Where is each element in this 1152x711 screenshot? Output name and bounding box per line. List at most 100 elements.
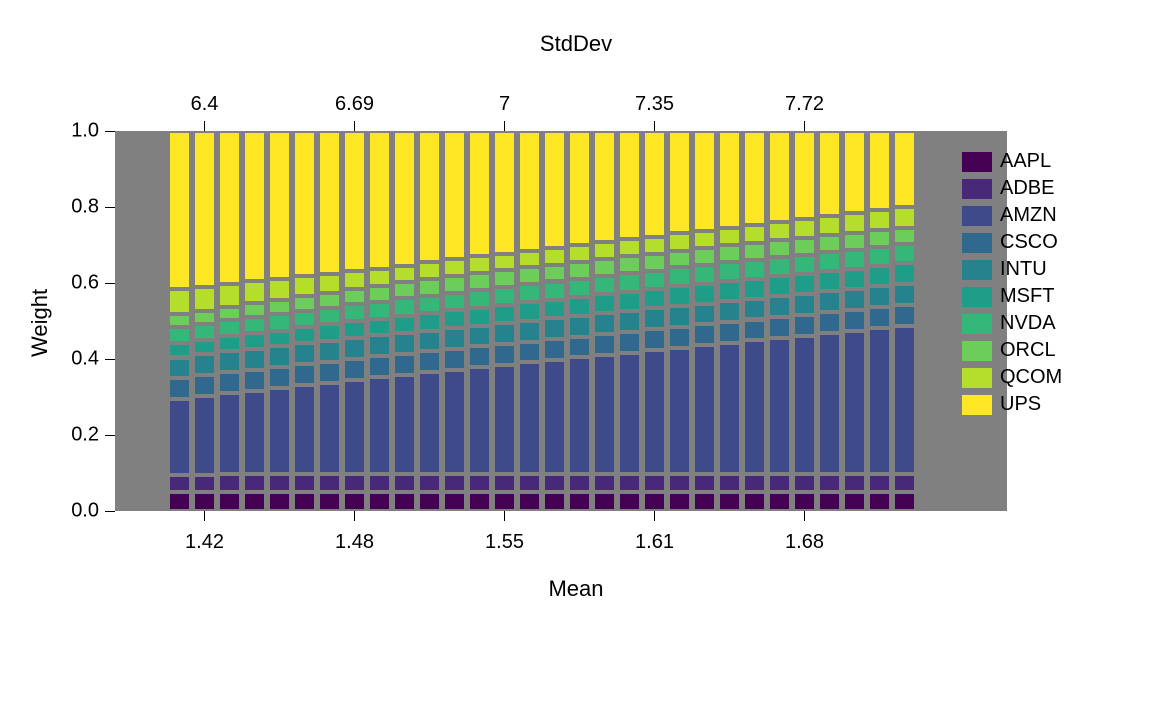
bar-column <box>593 131 616 511</box>
legend-item-ups: UPS <box>962 393 1062 416</box>
bar-segment-intu <box>543 318 566 339</box>
bar-segment-qcom <box>768 222 791 241</box>
bar-segment-aapl <box>743 492 766 511</box>
bar-segment-nvda <box>343 304 366 321</box>
bar-segment-amzn <box>293 385 316 474</box>
legend-swatch <box>962 287 992 307</box>
bar-segment-aapl <box>218 492 241 511</box>
bar-segment-csco <box>243 370 266 391</box>
bar-segment-msft <box>893 263 916 284</box>
bar-segment-adbe <box>818 474 841 492</box>
bar-segment-csco <box>468 346 491 367</box>
bar-segment-intu <box>343 338 366 359</box>
bar-segment-qcom <box>493 254 516 271</box>
chart-canvas: StdDev Weight Mean 6.46.6977.357.721.421… <box>0 0 1152 711</box>
bar-segment-orcl <box>543 265 566 282</box>
bar-column <box>768 131 791 511</box>
bar-segment-csco <box>718 322 741 343</box>
bar-segment-msft <box>793 274 816 294</box>
bar-segment-amzn <box>768 338 791 474</box>
bar-segment-adbe <box>468 474 491 492</box>
bar-segment-ups <box>343 131 366 271</box>
bar-segment-amzn <box>568 357 591 474</box>
bar-segment-qcom <box>443 259 466 276</box>
bar-segment-nvda <box>843 250 866 269</box>
bar-segment-ups <box>468 131 491 256</box>
bar-column <box>418 131 441 511</box>
bar-segment-intu <box>293 343 316 364</box>
bar-segment-adbe <box>843 474 866 492</box>
bar-segment-amzn <box>493 365 516 474</box>
bar-segment-csco <box>868 307 891 328</box>
bottom-tick-mark <box>504 511 505 521</box>
bar-segment-nvda <box>893 244 916 263</box>
bar-segment-msft <box>718 281 741 301</box>
bar-segment-amzn <box>818 333 841 474</box>
bar-segment-intu <box>693 304 716 325</box>
bar-segment-adbe <box>343 474 366 492</box>
bar-segment-orcl <box>868 230 891 247</box>
bar-segment-ups <box>593 131 616 242</box>
bar-segment-orcl <box>893 228 916 245</box>
bar-segment-orcl <box>318 293 341 308</box>
bar-column <box>343 131 366 511</box>
bar-segment-amzn <box>893 326 916 474</box>
legend-item-orcl: ORCL <box>962 339 1062 362</box>
bar-segment-qcom <box>693 231 716 249</box>
bar-segment-ups <box>668 131 691 233</box>
bar-segment-intu <box>618 311 641 332</box>
bar-segment-amzn <box>718 343 741 474</box>
bar-segment-intu <box>168 358 191 379</box>
bar-segment-csco <box>793 315 816 336</box>
bar-segment-msft <box>193 340 216 355</box>
top-tick-label: 7.72 <box>785 93 824 116</box>
legend-label: QCOM <box>1000 366 1062 389</box>
bar-segment-intu <box>218 351 241 372</box>
bar-segment-nvda <box>418 296 441 313</box>
bar-segment-nvda <box>743 260 766 279</box>
bar-segment-qcom <box>668 233 691 250</box>
bar-segment-aapl <box>293 492 316 511</box>
top-tick-label: 6.4 <box>191 93 219 116</box>
bar-segment-amzn <box>443 370 466 475</box>
bar-segment-orcl <box>843 233 866 250</box>
bar-segment-nvda <box>243 317 266 333</box>
bottom-tick-mark <box>654 511 655 521</box>
bar-segment-adbe <box>293 474 316 492</box>
bar-segment-amzn <box>793 336 816 474</box>
bar-segment-orcl <box>243 303 266 317</box>
bar-segment-aapl <box>668 492 691 511</box>
bar-segment-intu <box>193 354 216 375</box>
bar-column <box>893 131 916 511</box>
bar-segment-nvda <box>518 284 541 302</box>
bar-segment-aapl <box>718 492 741 511</box>
bar-segment-msft <box>243 333 266 349</box>
bar-segment-msft <box>368 319 391 336</box>
bar-column <box>518 131 541 511</box>
bar-segment-qcom <box>418 262 441 279</box>
bar-segment-nvda <box>693 265 716 284</box>
bar-segment-ups <box>168 131 191 289</box>
bar-segment-csco <box>768 317 791 338</box>
bar-segment-qcom <box>843 213 866 232</box>
bar-segment-msft <box>518 302 541 320</box>
bar-segment-orcl <box>193 311 216 324</box>
bar-column <box>368 131 391 511</box>
legend-label: INTU <box>1000 258 1047 281</box>
bar-segment-orcl <box>743 243 766 260</box>
bar-segment-qcom <box>743 225 766 243</box>
bar-segment-aapl <box>368 492 391 511</box>
y-tick-label: 0.4 <box>71 348 99 371</box>
bar-segment-nvda <box>568 279 591 297</box>
bar-segment-ups <box>318 131 341 274</box>
bar-segment-ups <box>743 131 766 225</box>
bar-segment-aapl <box>768 492 791 511</box>
y-tick-label: 0.2 <box>71 424 99 447</box>
bar-segment-adbe <box>268 474 291 492</box>
y-axis-title: Weight <box>27 289 53 357</box>
legend-swatch <box>962 341 992 361</box>
bar-segment-ups <box>293 131 316 276</box>
bar-segment-orcl <box>768 240 791 257</box>
bar-segment-msft <box>568 297 591 316</box>
bar-segment-amzn <box>243 391 266 475</box>
